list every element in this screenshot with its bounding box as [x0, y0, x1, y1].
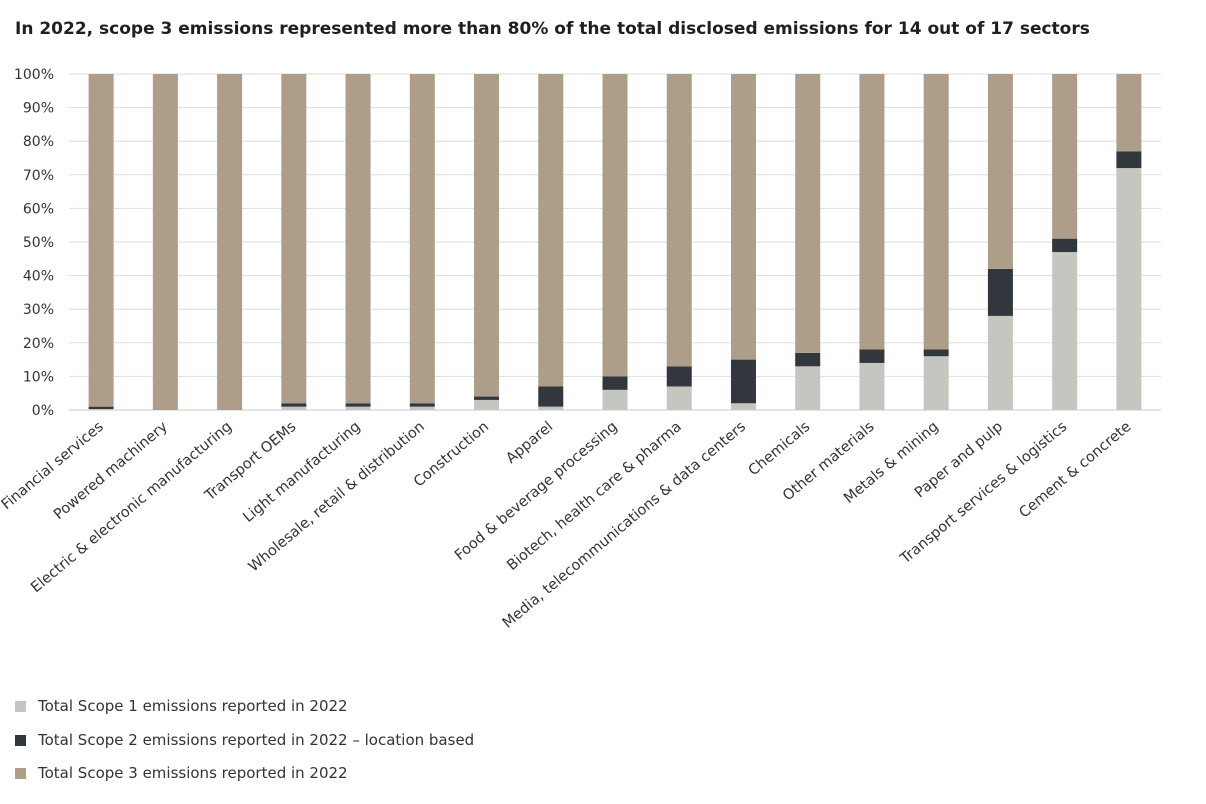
- bar-segment-scope3: [923, 74, 949, 350]
- bar-segment-scope3: [987, 74, 1013, 269]
- bar-segment-scope3: [538, 74, 564, 387]
- bar-segment-scope2: [474, 396, 500, 400]
- y-tick-label: 70%: [23, 168, 54, 184]
- bar-segment-scope1: [859, 362, 885, 410]
- bar-segment-scope1: [795, 366, 821, 410]
- y-tick-label: 0%: [32, 403, 54, 419]
- bar-segment-scope2: [1116, 151, 1142, 169]
- bar-segment-scope2: [987, 268, 1013, 316]
- x-tick-label: Cement & concrete: [1016, 419, 1134, 522]
- y-tick-label: 20%: [23, 336, 54, 352]
- bar-segment-scope1: [923, 356, 949, 410]
- bar-segment-scope1: [602, 389, 628, 410]
- bar-segment-scope1: [88, 408, 114, 410]
- legend-label-scope3: Total Scope 3 emissions reported in 2022: [38, 764, 348, 782]
- bar-segment-scope2: [923, 349, 949, 357]
- bar-segment-scope1: [730, 403, 756, 410]
- bar-segment-scope2: [1052, 238, 1078, 253]
- bar-segment-scope3: [217, 74, 243, 410]
- bar-segment-scope2: [345, 403, 371, 407]
- legend-item-scope1: Total Scope 1 emissions reported in 2022: [15, 694, 474, 728]
- x-tick-label: Light manufacturing: [240, 419, 363, 526]
- bar-segment-scope3: [152, 74, 178, 410]
- y-tick-label: 40%: [23, 269, 54, 285]
- legend-item-scope3: Total Scope 3 emissions reported in 2022: [15, 761, 474, 795]
- bar-segment-scope2: [538, 386, 564, 407]
- y-tick-label: 30%: [23, 302, 54, 318]
- bar-segment-scope1: [474, 399, 500, 410]
- legend-label-scope1: Total Scope 1 emissions reported in 2022: [38, 697, 348, 715]
- bar-segment-scope2: [859, 349, 885, 363]
- bar-segment-scope1: [1052, 252, 1078, 410]
- bar-segment-scope2: [602, 376, 628, 390]
- bar-segment-scope2: [666, 366, 692, 387]
- bar-segment-scope3: [345, 74, 371, 404]
- bar-segment-scope1: [345, 406, 371, 410]
- y-tick-label: 80%: [23, 134, 54, 150]
- bar-segment-scope3: [281, 74, 307, 404]
- bar-segment-scope3: [409, 74, 435, 404]
- x-tick-label: Chemicals: [746, 419, 814, 479]
- legend-swatch-scope2: [15, 734, 26, 746]
- legend-swatch-scope3: [15, 768, 26, 779]
- y-tick-label: 100%: [14, 67, 54, 83]
- bars: [88, 74, 1142, 410]
- bar-segment-scope1: [987, 315, 1013, 410]
- stacked-bar-chart: 0% 10% 20% 30% 40% 50% 60% 70% 80% 90% 100% Financ…: [0, 67, 1161, 632]
- bar-segment-scope3: [1116, 74, 1142, 152]
- x-tick-label: Apparel: [503, 419, 556, 467]
- bar-segment-scope1: [281, 406, 307, 410]
- y-tick-label: 60%: [23, 201, 54, 217]
- y-axis-tick-labels: 0% 10% 20% 30% 40% 50% 60% 70% 80% 90% 100%: [14, 67, 54, 419]
- y-tick-label: 90%: [23, 101, 54, 117]
- bar-segment-scope3: [859, 74, 885, 350]
- bar-segment-scope3: [88, 74, 114, 407]
- legend-swatch-scope1: [15, 701, 26, 712]
- y-tick-label: 50%: [23, 235, 54, 251]
- bar-segment-scope2: [795, 352, 821, 367]
- y-tick-label: 10%: [23, 369, 54, 385]
- chart-title: In 2022, scope 3 emissions represented m…: [15, 19, 1090, 39]
- bar-segment-scope2: [281, 403, 307, 407]
- x-tick-label: Financial services: [0, 419, 107, 513]
- bar-segment-scope3: [795, 74, 821, 353]
- x-tick-label: Media, telecommunications & data centers: [500, 419, 749, 632]
- bar-segment-scope2: [730, 359, 756, 404]
- bar-segment-scope1: [666, 386, 692, 410]
- x-tick-label: Powered machinery: [51, 419, 171, 524]
- legend-item-scope2: Total Scope 2 emissions reported in 2022…: [15, 728, 474, 762]
- bar-segment-scope3: [666, 74, 692, 367]
- bar-segment-scope1: [538, 406, 564, 410]
- legend: Total Scope 1 emissions reported in 2022…: [15, 694, 474, 795]
- bar-segment-scope3: [1052, 74, 1078, 239]
- bar-segment-scope1: [409, 406, 435, 410]
- bar-segment-scope2: [409, 403, 435, 407]
- bar-segment-scope3: [474, 74, 500, 397]
- bar-segment-scope3: [730, 74, 756, 360]
- bar-segment-scope2: [88, 406, 114, 409]
- bar-segment-scope3: [602, 74, 628, 377]
- bar-segment-scope1: [1116, 168, 1142, 410]
- legend-label-scope2: Total Scope 2 emissions reported in 2022…: [38, 730, 475, 749]
